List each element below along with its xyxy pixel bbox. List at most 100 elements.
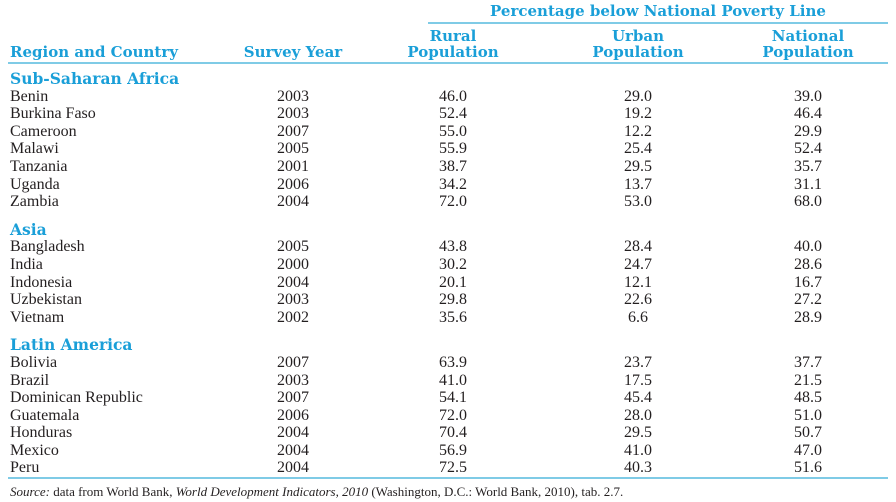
col-header-rural: Rural Population [358, 28, 548, 62]
rural-cell: 29.8 [439, 291, 467, 309]
national-cell: 51.6 [794, 459, 822, 477]
section-header: Sub-Saharan Africa [10, 69, 180, 88]
national-cell: 68.0 [794, 193, 822, 211]
source-text-2: (Washington, D.C.: World Bank, 2010), ta… [368, 484, 624, 500]
group-header: Percentage below National Poverty Line [428, 2, 888, 24]
country-cell: Brazil [10, 371, 50, 389]
col-header-national-line1: National [771, 27, 845, 45]
country-cell: India [10, 255, 43, 273]
section-header: Asia [10, 219, 47, 239]
col-header-region: Region and Country [10, 43, 178, 61]
col-header-year: Survey Year [243, 43, 343, 61]
country-cell: Bangladesh [10, 238, 85, 256]
urban-cell: 53.0 [624, 193, 652, 211]
national-cell: 52.4 [794, 140, 822, 158]
rural-cell: 55.0 [439, 122, 467, 140]
urban-cell: 29.0 [624, 87, 652, 105]
country-cell: Indonesia [10, 273, 73, 291]
rural-cell: 54.1 [439, 389, 467, 407]
section-block: Sub-Saharan Africa Benin 2003 46.0 29.0 … [8, 70, 888, 211]
rural-cell: 72.5 [439, 459, 467, 477]
country-cell: Mexico [10, 441, 59, 459]
national-cell: 21.5 [794, 371, 822, 389]
year-cell: 2007 [277, 353, 309, 371]
group-header-row: Percentage below National Poverty Line [8, 2, 888, 24]
year-cell: 2006 [277, 175, 309, 193]
year-cell: 2003 [277, 105, 309, 123]
urban-cell: 28.0 [624, 406, 652, 424]
table-row: Zambia 2004 72.0 53.0 68.0 [8, 193, 888, 211]
year-cell: 2000 [277, 255, 309, 273]
year-cell: 2004 [277, 193, 309, 211]
rural-cell: 55.9 [439, 140, 467, 158]
country-cell: Peru [10, 459, 40, 477]
national-cell: 40.0 [794, 238, 822, 256]
table-row: Honduras 2004 70.4 29.5 50.7 [8, 424, 888, 442]
table-row: Tanzania 2001 38.7 29.5 35.7 [8, 158, 888, 176]
col-header-national-line2: Population [762, 43, 854, 61]
col-header-urban-line2: Population [592, 43, 684, 61]
table-row: India 2000 30.2 24.7 28.6 [8, 256, 888, 274]
year-cell: 2001 [277, 157, 309, 175]
table-row: Vietnam 2002 35.6 6.6 28.9 [8, 309, 888, 327]
table-header: Percentage below National Poverty Line R… [8, 2, 888, 64]
rural-cell: 63.9 [439, 353, 467, 371]
table-row: Peru 2004 72.5 40.3 51.6 [8, 459, 888, 477]
urban-cell: 6.6 [628, 308, 648, 326]
rural-cell: 30.2 [439, 255, 467, 273]
year-cell: 2004 [277, 459, 309, 477]
urban-cell: 29.5 [624, 424, 652, 442]
col-header-rural-line2: Population [407, 43, 499, 61]
urban-cell: 17.5 [624, 371, 652, 389]
rural-cell: 20.1 [439, 273, 467, 291]
year-cell: 2004 [277, 424, 309, 442]
col-header-urban-line1: Urban [611, 27, 665, 45]
country-cell: Dominican Republic [10, 389, 143, 407]
national-cell: 28.9 [794, 308, 822, 326]
table-row: Burkina Faso 2003 52.4 19.2 46.4 [8, 105, 888, 123]
table-row: Mexico 2004 56.9 41.0 47.0 [8, 442, 888, 460]
table-row: Bangladesh 2005 43.8 28.4 40.0 [8, 238, 888, 256]
national-cell: 31.1 [794, 175, 822, 193]
table-row: Uzbekistan 2003 29.8 22.6 27.2 [8, 291, 888, 309]
year-cell: 2007 [277, 122, 309, 140]
year-cell: 2006 [277, 406, 309, 424]
national-cell: 27.2 [794, 291, 822, 309]
national-cell: 37.7 [794, 353, 822, 371]
rural-cell: 41.0 [439, 371, 467, 389]
national-cell: 29.9 [794, 122, 822, 140]
urban-cell: 41.0 [624, 441, 652, 459]
section-block: Asia Bangladesh 2005 43.8 28.4 40.0 Indi… [8, 221, 888, 327]
group-header-wrap: Percentage below National Poverty Line [358, 2, 888, 24]
rural-cell: 56.9 [439, 441, 467, 459]
year-cell: 2004 [277, 441, 309, 459]
country-cell: Burkina Faso [10, 105, 96, 123]
col-header-urban: Urban Population [548, 28, 728, 62]
section-header: Latin America [10, 335, 133, 355]
column-header-row: Region and Country Survey Year Rural Popu… [8, 24, 888, 62]
rural-cell: 72.0 [439, 406, 467, 424]
country-cell: Vietnam [10, 308, 65, 326]
country-cell: Malawi [10, 140, 59, 158]
table-row: Uganda 2006 34.2 13.7 31.1 [8, 176, 888, 194]
urban-cell: 22.6 [624, 291, 652, 309]
year-cell: 2003 [277, 87, 309, 105]
rural-cell: 35.6 [439, 308, 467, 326]
rural-cell: 34.2 [439, 175, 467, 193]
national-cell: 50.7 [794, 424, 822, 442]
national-cell: 16.7 [794, 273, 822, 291]
country-cell: Guatemala [10, 406, 80, 424]
year-cell: 2007 [277, 389, 309, 407]
col-header-national: National Population [728, 28, 888, 62]
urban-cell: 19.2 [624, 105, 652, 123]
rural-cell: 43.8 [439, 238, 467, 256]
urban-cell: 12.1 [624, 273, 652, 291]
rural-cell: 70.4 [439, 424, 467, 442]
urban-cell: 25.4 [624, 140, 652, 158]
table-row: Indonesia 2004 20.1 12.1 16.7 [8, 274, 888, 292]
section-block: Latin America Bolivia 2007 63.9 23.7 37.… [8, 336, 888, 477]
national-cell: 46.4 [794, 105, 822, 123]
country-cell: Bolivia [10, 353, 58, 371]
rural-cell: 46.0 [439, 87, 467, 105]
